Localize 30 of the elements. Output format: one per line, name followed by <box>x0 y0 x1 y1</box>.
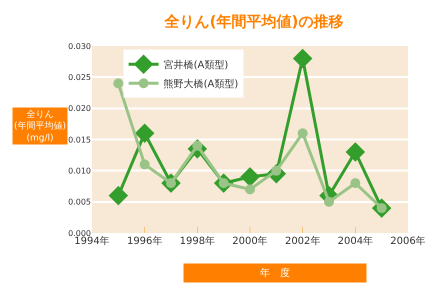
y-tick-label: 0.030 <box>68 42 91 51</box>
y-axis-title: 全りん (年間平均値) (mg/l) <box>14 109 66 144</box>
y-tick-label: 0.005 <box>68 198 91 207</box>
legend-label: 熊野大橋(A類型) <box>164 78 238 90</box>
y-tick-label: 0.020 <box>68 104 91 114</box>
y-tick-label: 0.010 <box>68 166 91 176</box>
y-tick-label: 0.000 <box>68 228 91 238</box>
x-tick-label: 2002年 <box>284 235 320 247</box>
y-tick-label: 0.015 <box>68 135 91 144</box>
legend-label: 宮井橋(A類型) <box>164 59 228 72</box>
point <box>140 159 150 170</box>
x-tick-label: 2000年 <box>232 235 268 247</box>
point <box>240 167 260 187</box>
x-tick-label: 1994年 <box>74 235 110 247</box>
chart-title: 全りん(年間平均値)の推移 <box>164 12 344 31</box>
point <box>350 178 360 188</box>
point <box>298 128 308 138</box>
point <box>245 184 255 194</box>
point <box>324 196 334 207</box>
x-tick-label: 1996年 <box>126 235 162 247</box>
x-tick-label: 2004年 <box>338 235 374 247</box>
point <box>113 78 124 88</box>
y-tick-label: 0.025 <box>68 72 91 82</box>
point <box>292 48 312 68</box>
point <box>346 142 366 162</box>
x-tick-label: 2006年 <box>390 235 426 247</box>
point <box>108 186 128 206</box>
x-tick-label: 1998年 <box>180 235 216 247</box>
x-axis-title: 年 度 <box>260 267 290 279</box>
point <box>134 124 154 144</box>
